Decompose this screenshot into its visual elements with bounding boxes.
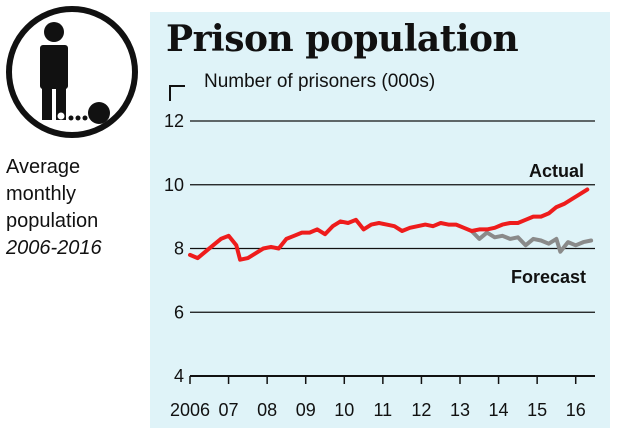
y-tick-label: 4 <box>174 366 184 386</box>
x-tick-label: 09 <box>296 400 316 420</box>
y-tick-labels: 4 6 8 10 12 <box>164 111 184 386</box>
y-axis-bracket <box>169 85 185 101</box>
x-tick-label: 11 <box>374 400 393 420</box>
x-tick-label: 10 <box>334 400 354 420</box>
subtitle-line: Average <box>6 156 81 178</box>
x-tick-labels: 2006 07 08 09 10 11 12 13 14 15 16 <box>170 400 586 420</box>
y-tick-label: 12 <box>164 111 184 131</box>
subtitle-date-range: 2006-2016 <box>6 237 102 259</box>
subtitle-line: monthly <box>6 183 77 205</box>
x-tick-label: 16 <box>566 400 586 420</box>
series-group <box>188 187 594 262</box>
x-tick-label: 14 <box>489 400 509 420</box>
subtitle-line: population <box>6 210 99 232</box>
chart-panel <box>150 12 610 428</box>
y-tick-label: 10 <box>164 175 184 195</box>
y-axis-label: Number of prisoners (000s) <box>204 71 436 92</box>
x-tick-label: 13 <box>450 400 470 420</box>
series-line-forecast <box>469 229 594 254</box>
series-line-actual <box>188 187 590 262</box>
chart-title: Prison population <box>166 18 519 60</box>
prisoner-ball-and-chain-icon <box>6 6 138 138</box>
x-tick-label: 12 <box>411 400 431 420</box>
y-tick-label: 8 <box>174 239 184 259</box>
grid-lines <box>189 120 595 384</box>
x-tick-label: 2006 <box>170 400 210 420</box>
y-tick-label: 6 <box>174 302 184 322</box>
chart-subtitle: Average monthly population 2006-2016 <box>6 154 102 262</box>
x-tick-label: 08 <box>257 400 277 420</box>
series-labels: Actual Forecast <box>511 161 586 287</box>
x-tick-label: 07 <box>219 400 239 420</box>
series-label-actual: Actual <box>529 161 584 181</box>
x-tick-label: 15 <box>527 400 547 420</box>
series-label-forecast: Forecast <box>511 267 586 287</box>
